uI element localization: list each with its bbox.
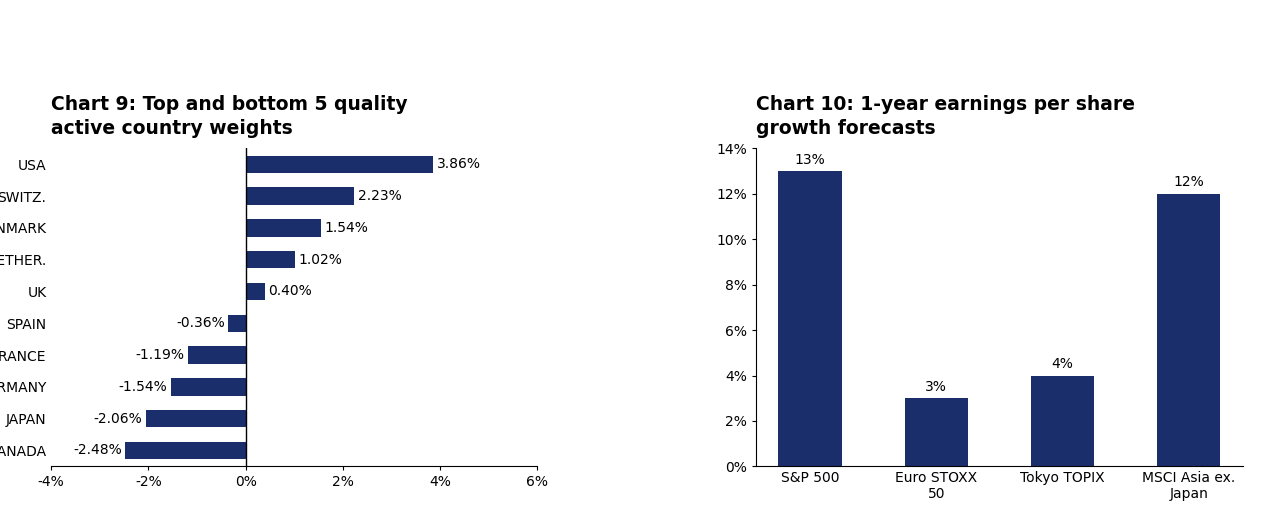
Text: 13%: 13% — [794, 153, 825, 166]
Text: 4%: 4% — [1052, 357, 1073, 371]
Bar — [779, 171, 842, 466]
Text: 1.02%: 1.02% — [298, 253, 342, 267]
Bar — [170, 378, 246, 395]
Bar — [246, 219, 320, 236]
Text: 0.40%: 0.40% — [269, 285, 313, 298]
Text: -2.48%: -2.48% — [73, 444, 122, 457]
Bar — [1157, 194, 1221, 466]
Text: 12%: 12% — [1173, 175, 1204, 189]
Text: 3%: 3% — [925, 379, 947, 394]
Text: -2.06%: -2.06% — [94, 412, 142, 426]
Bar — [904, 398, 968, 466]
Text: Chart 9: Top and bottom 5 quality
active country weights: Chart 9: Top and bottom 5 quality active… — [51, 95, 407, 138]
Text: -0.36%: -0.36% — [175, 316, 225, 330]
Text: 1.54%: 1.54% — [324, 221, 368, 235]
Bar — [246, 282, 265, 300]
Text: 3.86%: 3.86% — [437, 157, 480, 171]
Text: -1.19%: -1.19% — [136, 348, 184, 362]
Text: 2.23%: 2.23% — [357, 189, 401, 203]
Bar — [246, 155, 433, 173]
Bar — [228, 314, 246, 332]
Text: Chart 10: 1-year earnings per share
growth forecasts: Chart 10: 1-year earnings per share grow… — [756, 95, 1135, 138]
Bar — [126, 441, 246, 459]
Bar — [146, 410, 246, 427]
Bar — [246, 251, 296, 268]
Bar — [246, 187, 354, 205]
Bar — [1031, 376, 1094, 466]
Text: -1.54%: -1.54% — [119, 380, 168, 394]
Bar — [188, 347, 246, 364]
